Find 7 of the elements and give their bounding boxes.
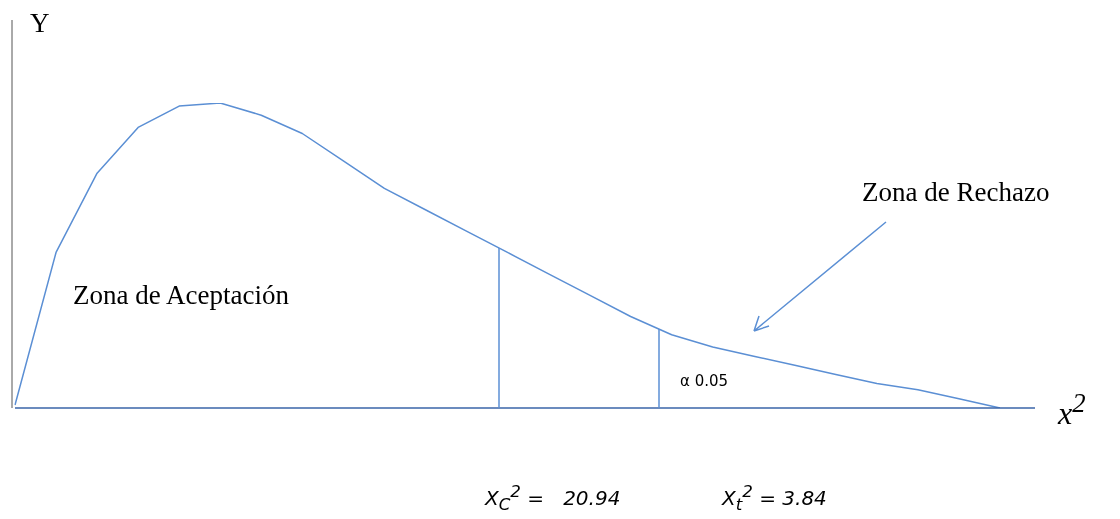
text: X$_{t}$$^{2}$ = 3.84 <box>722 482 827 514</box>
y-axis-title: Y <box>30 8 50 39</box>
text: X$_{C}$$^{2}$ = 20.94 <box>485 482 621 514</box>
annotation: α 0.05 <box>680 372 729 390</box>
x-axis-title: x$^{2}$ <box>1058 388 1086 432</box>
annotation: Zona de Aceptación <box>73 280 289 311</box>
annotation: Zona de Rechazo <box>862 177 1050 208</box>
